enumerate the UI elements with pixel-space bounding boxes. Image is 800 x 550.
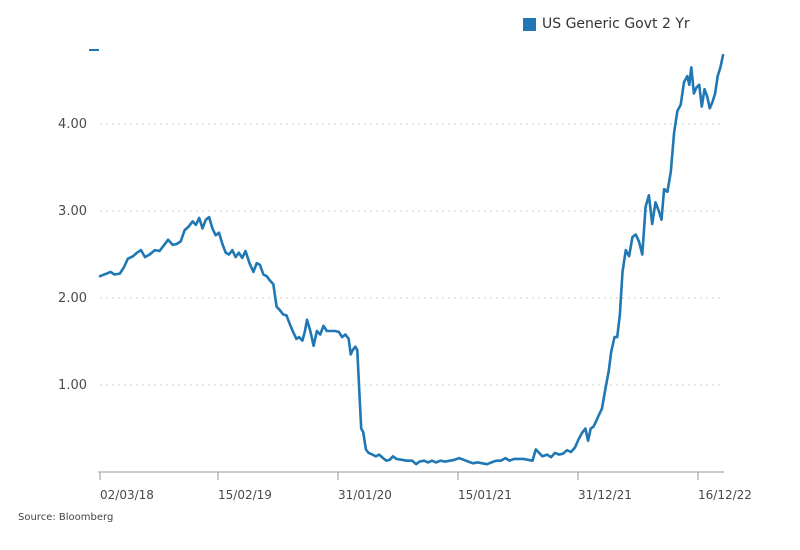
series-line-us-generic-govt-2-yr: [98, 53, 725, 466]
y-tick-label: 4.00: [58, 117, 87, 132]
legend-swatch: [523, 17, 536, 31]
x-tick-label: 15/01/21: [458, 488, 512, 502]
x-tick-label: 31/12/21: [578, 488, 632, 502]
y-tick-label: 2.00: [58, 291, 87, 306]
x-axis-ticks: 02/03/18 15/02/19 31/01/20 15/01/21 31/12/21…: [99, 472, 752, 502]
y-axis-ticks: 1.00 2.00 3.00 4.00: [58, 117, 87, 393]
source-note: Source: Bloomberg: [18, 512, 114, 523]
legend-label: US Generic Govt 2 Yr: [542, 16, 690, 32]
y-tick-label: 3.00: [58, 204, 87, 219]
x-tick-label: 31/01/20: [338, 488, 392, 502]
x-tick-label: 02/03/18: [100, 488, 154, 502]
chart-legend: US Generic Govt 2 Yr: [523, 16, 690, 32]
grid-lines: [100, 123, 723, 386]
x-tick-label: 16/12/22: [698, 488, 752, 502]
x-tick-label: 15/02/19: [218, 488, 272, 502]
y-tick-label: 1.00: [58, 378, 87, 393]
